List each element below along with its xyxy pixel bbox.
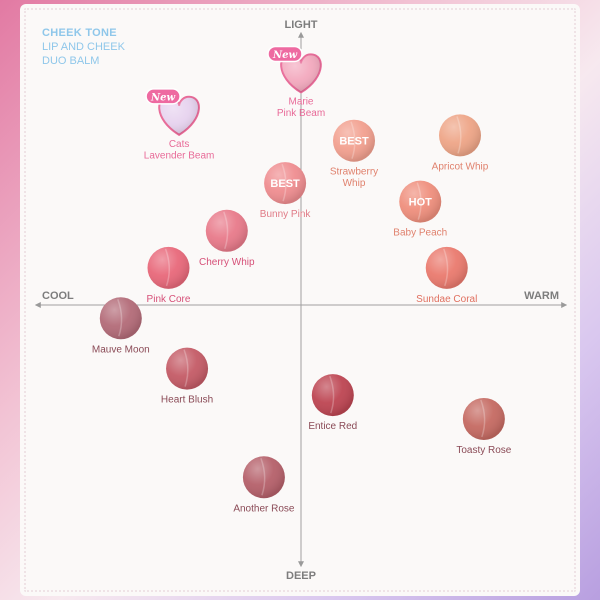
swatch-swirl-pink-core xyxy=(164,248,170,287)
badge-hot-baby-peach: HOT xyxy=(409,197,433,209)
new-badge-text-marie-pink-beam: New xyxy=(272,50,298,61)
axis-label-bottom: DEEP xyxy=(286,570,316,582)
swatch-swirl-baby-peach xyxy=(416,182,422,220)
brand-line-1: CHEEK TONE xyxy=(42,27,117,39)
brand-line-3: DUO BALM xyxy=(42,55,100,67)
swatch-label-line: Lavender Beam xyxy=(144,150,215,161)
swatch-label-strawberry-whip: Strawberry Whip xyxy=(330,167,378,190)
swatch-label-toasty-rose: Toasty Rose xyxy=(456,445,511,456)
swatch-label-line: Sundae Coral xyxy=(416,294,477,305)
swatch-baby-peach: HOT Baby Peach xyxy=(393,180,447,239)
swatch-swirl-entice-red xyxy=(329,375,335,414)
swatch-entice-red: Entice Red xyxy=(308,374,357,432)
swatch-label-bunny-pink: Bunny Pink xyxy=(260,209,312,220)
swatch-swirl-heart-blush xyxy=(183,349,189,387)
swatch-gloss-strawberry-whip xyxy=(333,119,375,162)
axis-label-left: COOL xyxy=(42,290,74,302)
swatch-gloss-toasty-rose xyxy=(462,397,505,440)
badge-best-strawberry-whip: BEST xyxy=(339,136,369,148)
swatch-swirl-another-rose xyxy=(260,457,266,496)
swatch-pink-core: Pink Core xyxy=(147,246,191,305)
swatch-gloss-bunny-pink xyxy=(264,162,307,205)
brand-title: CHEEK TONE LIP AND CHEEK DUO BALM xyxy=(42,26,125,68)
swatch-swirl-strawberry-whip xyxy=(350,121,356,159)
swatch-gloss-heart-blush xyxy=(166,347,209,390)
swatch-label-sundae-coral: Sundae Coral xyxy=(416,294,477,305)
swatch-label-entice-red: Entice Red xyxy=(308,421,357,432)
swatch-gloss-sundae-coral xyxy=(425,246,468,289)
swatch-label-line: Cats xyxy=(169,139,190,150)
swatch-label-line: Toasty Rose xyxy=(456,445,511,456)
swatch-label-line: Pink Core xyxy=(147,294,191,305)
swatch-toasty-rose: Toasty Rose xyxy=(456,397,512,456)
swatch-swirl-toasty-rose xyxy=(480,399,486,438)
swatch-label-another-rose: Another Rose xyxy=(233,503,295,514)
swatch-label-line: Baby Peach xyxy=(393,228,447,239)
swatch-label-apricot-whip: Apricot Whip xyxy=(432,161,489,172)
swatch-swirl-mauve-moon xyxy=(117,298,123,337)
swatch-label-line: Whip xyxy=(343,178,366,189)
new-badge-marie-pink-beam xyxy=(267,45,303,63)
swatch-heart-blush: Heart Blush xyxy=(161,347,213,406)
swatch-label-mauve-moon: Mauve Moon xyxy=(92,344,150,355)
swatch-gloss-cherry-whip xyxy=(205,209,248,252)
swatch-label-cats-lavender-beam: Cats Lavender Beam xyxy=(144,139,215,162)
swatch-label-line: Cherry Whip xyxy=(199,257,255,268)
swatch-swirl-apricot-whip xyxy=(456,116,462,154)
brand-line-2: LIP AND CHEEK xyxy=(42,41,125,53)
swatch-bunny-pink: BEST Bunny Pink xyxy=(260,162,312,220)
swatch-label-pink-core: Pink Core xyxy=(147,294,191,305)
swatch-gloss-another-rose xyxy=(242,456,285,499)
swatch-gloss-entice-red xyxy=(311,374,354,417)
heart-gloss-cats-lavender-beam xyxy=(159,96,199,135)
swatch-apricot-whip: Apricot Whip xyxy=(432,114,489,172)
swatch-swirl-sundae-coral xyxy=(443,248,449,287)
swatch-strawberry-whip: BEST Strawberry Whip xyxy=(330,119,378,190)
swatch-label-line: Pink Beam xyxy=(277,108,325,119)
swatch-label-line: Mauve Moon xyxy=(92,344,150,355)
swatch-gloss-mauve-moon xyxy=(99,297,142,340)
swatch-cherry-whip: Cherry Whip xyxy=(199,209,255,268)
new-badge-cats-lavender-beam xyxy=(145,88,181,105)
badge-best-bunny-pink: BEST xyxy=(270,178,300,190)
swatch-label-line: Heart Blush xyxy=(161,395,213,406)
swatch-gloss-baby-peach xyxy=(399,180,442,223)
swatch-gloss-apricot-whip xyxy=(439,114,481,157)
swatch-label-line: Strawberry xyxy=(330,167,378,178)
swatch-swirl-bunny-pink xyxy=(281,163,287,202)
swatch-label-line: Entice Red xyxy=(308,421,357,432)
swatch-label-line: Apricot Whip xyxy=(432,161,489,172)
swatch-mauve-moon: Mauve Moon xyxy=(92,297,150,355)
new-badge-text-cats-lavender-beam: New xyxy=(150,92,176,103)
swatch-sundae-coral: Sundae Coral xyxy=(416,246,477,305)
axis-label-top: LIGHT xyxy=(285,19,318,31)
points-layer: New Marie Pink Beam New Cats Lavender Beam BES… xyxy=(92,45,512,514)
swatch-label-heart-blush: Heart Blush xyxy=(161,395,213,406)
swatch-label-line: Marie xyxy=(288,96,313,107)
swatch-marie-pink-beam: New Marie Pink Beam xyxy=(267,45,325,119)
swatch-label-baby-peach: Baby Peach xyxy=(393,228,447,239)
swatch-label-cherry-whip: Cherry Whip xyxy=(199,257,255,268)
axis-label-right: WARM xyxy=(524,290,559,302)
swatch-label-line: Another Rose xyxy=(233,503,295,514)
swatch-cats-lavender-beam: New Cats Lavender Beam xyxy=(144,88,215,162)
swatch-label-marie-pink-beam: Marie Pink Beam xyxy=(277,96,325,119)
swatch-swirl-cherry-whip xyxy=(223,211,229,250)
heart-gloss-marie-pink-beam xyxy=(281,54,321,93)
swatch-another-rose: Another Rose xyxy=(233,456,295,514)
swatch-label-line: Bunny Pink xyxy=(260,209,312,220)
swatch-gloss-pink-core xyxy=(147,246,190,289)
